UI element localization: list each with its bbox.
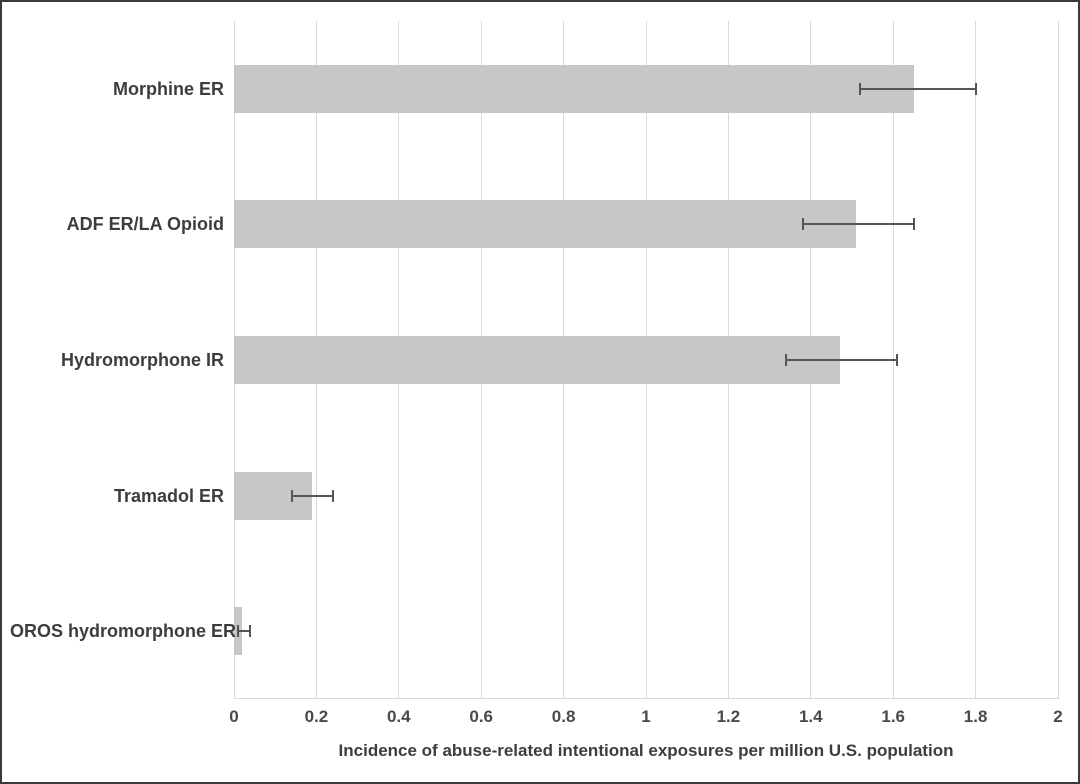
error-bar-cap xyxy=(290,489,293,502)
error-bar-cap xyxy=(912,218,915,231)
x-tick-label: 0.8 xyxy=(551,707,576,726)
gridline xyxy=(975,21,977,699)
error-bar-cap xyxy=(801,218,804,231)
x-tick-label: 0.6 xyxy=(469,707,494,726)
error-bar-line xyxy=(238,630,251,633)
error-bar-cap xyxy=(859,82,862,95)
x-tick-label: 1.8 xyxy=(963,707,988,726)
bar-hydromorphone-ir xyxy=(234,336,840,384)
gridline xyxy=(1057,21,1059,699)
error-bar-cap xyxy=(249,625,252,638)
error-bar-cap xyxy=(785,354,788,366)
x-axis-title: Incidence of abuse-related intentional e… xyxy=(338,741,954,760)
category-label: Tramadol ER xyxy=(113,485,224,506)
error-bar-line xyxy=(802,223,914,226)
error-bar-line xyxy=(291,494,333,497)
bar-adf-er-la-opioid xyxy=(234,200,857,249)
category-label: Morphine ER xyxy=(113,78,224,99)
error-bar-cap xyxy=(896,354,899,366)
error-bar-cap xyxy=(331,489,334,502)
bar-morphine-er xyxy=(234,64,914,113)
x-tick-label: 1.6 xyxy=(881,707,906,726)
x-tick-label: 1 xyxy=(641,707,651,726)
error-bar-line xyxy=(860,87,976,90)
x-tick-label: 2 xyxy=(1053,707,1063,726)
x-axis-line xyxy=(234,698,1058,699)
category-label: OROS hydromorphone ER xyxy=(10,621,237,642)
error-bar-line xyxy=(786,359,898,361)
category-label: Hydromorphone IR xyxy=(60,350,224,370)
category-label: ADF ER/LA Opioid xyxy=(66,214,224,235)
x-tick-label: 0 xyxy=(229,707,239,726)
x-tick-label: 1.4 xyxy=(798,707,823,726)
error-bar-cap xyxy=(237,625,240,638)
x-tick-label: 0.4 xyxy=(386,707,411,726)
x-tick-label: 1.2 xyxy=(716,707,741,726)
error-bar-cap xyxy=(974,82,977,95)
plot-area xyxy=(233,21,1059,699)
x-tick-label: 0.2 xyxy=(304,707,329,726)
